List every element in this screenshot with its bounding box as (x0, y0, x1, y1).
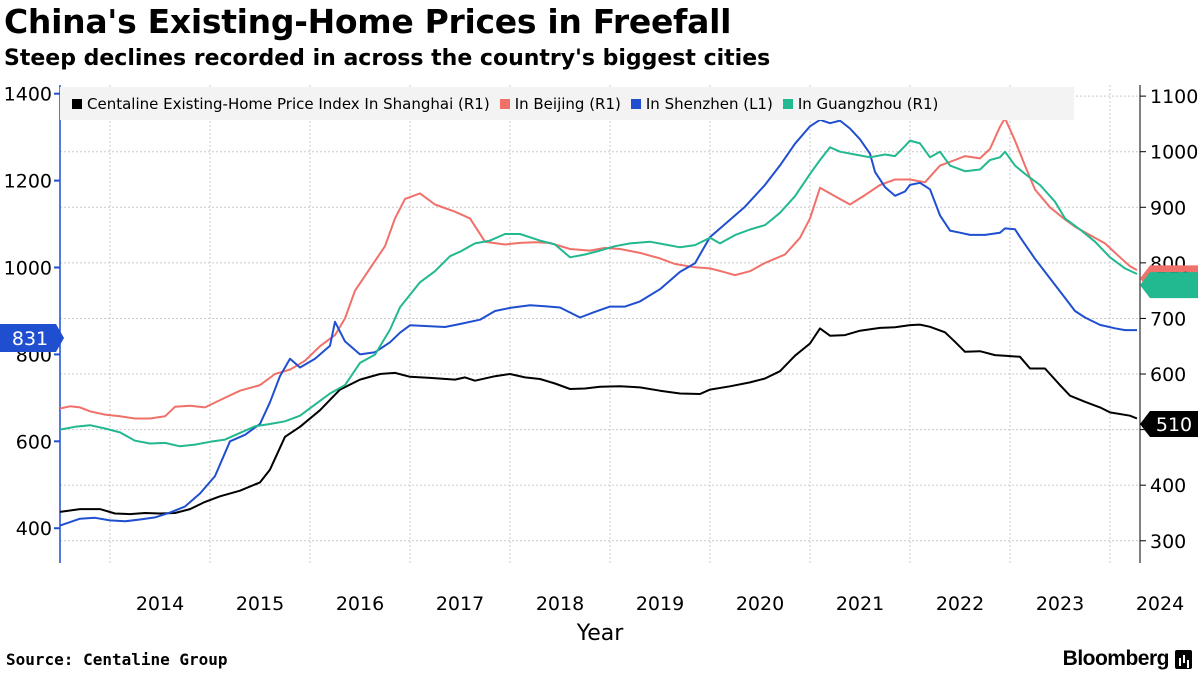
right-axis-tick-label: 400 (1150, 475, 1186, 497)
brand-logo: Bloomberg (1063, 647, 1192, 671)
series-line-1 (59, 117, 1138, 420)
chart-title: China's Existing-Home Prices in Freefall (4, 2, 732, 41)
legend-label: In Guangzhou (R1) (797, 94, 939, 113)
legend-item: Centaline Existing-Home Price Index In S… (72, 95, 490, 113)
legend-label: In Beijing (R1) (514, 94, 621, 113)
left-axis-tick-label: 1200 (4, 171, 52, 193)
legend-item: In Shenzhen (L1) (630, 94, 773, 113)
left-axis-tick-label: 1400 (4, 84, 52, 106)
left-axis-tick-label: 400 (16, 518, 52, 540)
end-value-tag (1140, 272, 1198, 299)
left-axis-tick-label: 600 (16, 431, 52, 453)
x-tick-label: 2020 (736, 593, 784, 615)
brand-name: Bloomberg (1062, 647, 1170, 670)
series-line-2 (59, 118, 1137, 527)
right-axis-tick-label: 300 (1150, 531, 1186, 553)
legend-swatch (72, 98, 82, 109)
legend-swatch (499, 98, 510, 109)
x-tick-label: 2015 (236, 593, 284, 615)
legend-item: In Beijing (R1) (499, 94, 621, 113)
chart-legend: Centaline Existing-Home Price Index In S… (60, 87, 1074, 120)
x-tick-label: 2014 (136, 593, 184, 615)
legend-item: In Guangzhou (R1) (782, 94, 939, 113)
legend-label: In Shenzhen (L1) (645, 94, 773, 113)
source-note: Source: Centaline Group (6, 650, 228, 669)
x-tick-label: 2019 (636, 593, 684, 615)
right-axis-tick-label: 900 (1150, 197, 1186, 219)
x-tick-label: 2024 (1136, 593, 1184, 615)
x-tick-label: 2022 (936, 593, 984, 615)
x-tick-label: 2023 (1036, 593, 1084, 615)
series-line-0 (59, 323, 1138, 516)
end-value-label: 510 (1156, 414, 1192, 436)
right-axis-tick-label: 600 (1150, 364, 1186, 386)
x-axis-label: Year (576, 621, 625, 646)
right-axis-tick-label: 1100 (1150, 86, 1198, 108)
x-tick-label: 2021 (836, 593, 884, 615)
legend-swatch (630, 98, 641, 109)
legend-swatch (782, 98, 793, 109)
x-tick-label: 2017 (436, 593, 484, 615)
x-tick-label: 2018 (536, 593, 584, 615)
x-tick-label: 2016 (336, 593, 384, 615)
end-value-tag (0, 324, 64, 352)
right-axis-tick-label: 700 (1150, 308, 1186, 330)
right-axis-tick-label: 1000 (1150, 142, 1198, 164)
legend-label: Centaline Existing-Home Price Index In S… (87, 94, 490, 113)
end-value-label: 831 (12, 328, 48, 350)
chart-subtitle: Steep declines recorded in across the co… (4, 46, 771, 71)
left-axis-tick-label: 1000 (4, 258, 52, 280)
bloomberg-terminal-icon (1175, 649, 1192, 669)
end-value-tag (1140, 411, 1198, 438)
series-line-3 (59, 139, 1138, 448)
